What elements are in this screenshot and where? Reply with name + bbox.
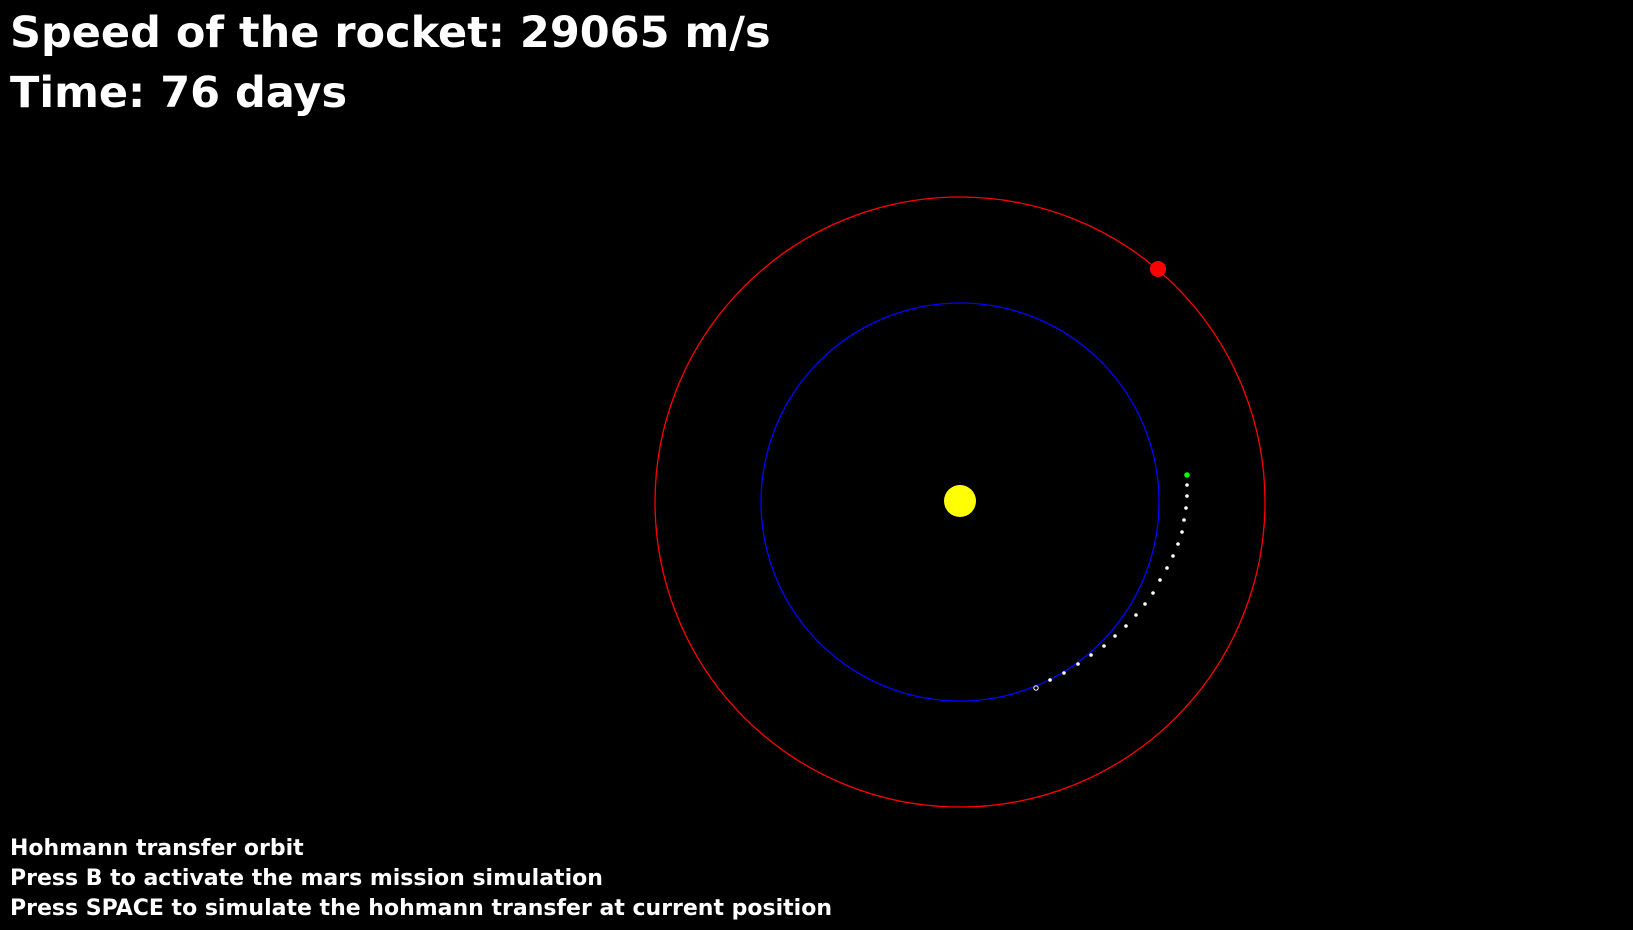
sun: [944, 485, 976, 517]
time-value: 76: [160, 68, 221, 118]
trail-dot: [1048, 678, 1052, 682]
trail-dot: [1182, 518, 1186, 522]
trail-dot: [1158, 578, 1162, 582]
speed-label: Speed of the rocket:: [10, 8, 520, 58]
trail-dot: [1033, 685, 1039, 691]
trail-dot: [1102, 644, 1106, 648]
trail-dot: [1062, 671, 1066, 675]
mars-orbit: [654, 196, 1266, 808]
trail-dot: [1089, 653, 1093, 657]
trail-dot: [1176, 542, 1180, 546]
trail-dot: [1165, 566, 1169, 570]
time-unit: days: [220, 68, 348, 118]
trail-dot: [1124, 624, 1128, 628]
trail-dot: [1171, 554, 1175, 558]
trail-dot: [1180, 530, 1184, 534]
mode-label: Hohmann transfer orbit: [10, 836, 304, 861]
instruction-key-b: Press B to activate the mars mission sim…: [10, 866, 603, 891]
speed-value: 29065: [519, 8, 670, 58]
trail-dot: [1185, 494, 1189, 498]
instruction-key-space: Press SPACE to simulate the hohmann tran…: [10, 896, 832, 921]
time-readout: Time: 76 days: [10, 72, 347, 115]
trail-dot: [1184, 506, 1188, 510]
trail-dot: [1143, 602, 1147, 606]
trail-dot: [1134, 613, 1138, 617]
speed-unit: m/s: [669, 8, 771, 58]
trail-dot: [1185, 483, 1189, 487]
rocket-trail: [1033, 483, 1189, 691]
trail-dot: [1076, 662, 1080, 666]
rocket-speed-readout: Speed of the rocket: 29065 m/s: [10, 12, 771, 55]
rocket: [1184, 472, 1190, 478]
earth-orbit: [760, 302, 1160, 702]
trail-dot: [1113, 634, 1117, 638]
mars-planet: [1150, 261, 1166, 277]
trail-dot: [1151, 591, 1155, 595]
time-label: Time:: [10, 68, 161, 118]
